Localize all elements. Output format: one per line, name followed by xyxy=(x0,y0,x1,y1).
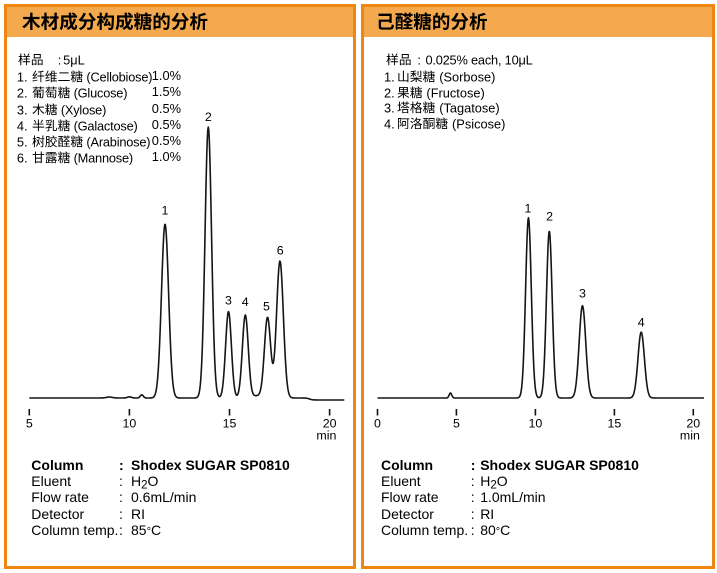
svg-text:4: 4 xyxy=(638,315,645,329)
svg-text:5: 5 xyxy=(453,417,460,431)
svg-text:2: 2 xyxy=(205,110,212,124)
svg-text:6: 6 xyxy=(277,243,284,257)
svg-text:0: 0 xyxy=(374,417,381,431)
svg-text:1: 1 xyxy=(525,201,532,215)
svg-text:3: 3 xyxy=(225,294,232,308)
svg-text:10: 10 xyxy=(529,417,543,431)
svg-text:3: 3 xyxy=(579,286,586,300)
svg-text:20: 20 xyxy=(323,417,337,431)
svg-text:15: 15 xyxy=(608,417,622,431)
svg-text:5: 5 xyxy=(26,417,33,431)
svg-text:10: 10 xyxy=(123,417,137,431)
svg-text:min: min xyxy=(316,429,336,443)
svg-text:4: 4 xyxy=(242,295,249,309)
svg-text:2: 2 xyxy=(546,210,553,224)
svg-text:5: 5 xyxy=(263,299,270,313)
svg-text:20: 20 xyxy=(686,417,700,431)
svg-text:1: 1 xyxy=(162,204,169,218)
svg-text:15: 15 xyxy=(223,417,237,431)
svg-text:min: min xyxy=(680,429,700,443)
